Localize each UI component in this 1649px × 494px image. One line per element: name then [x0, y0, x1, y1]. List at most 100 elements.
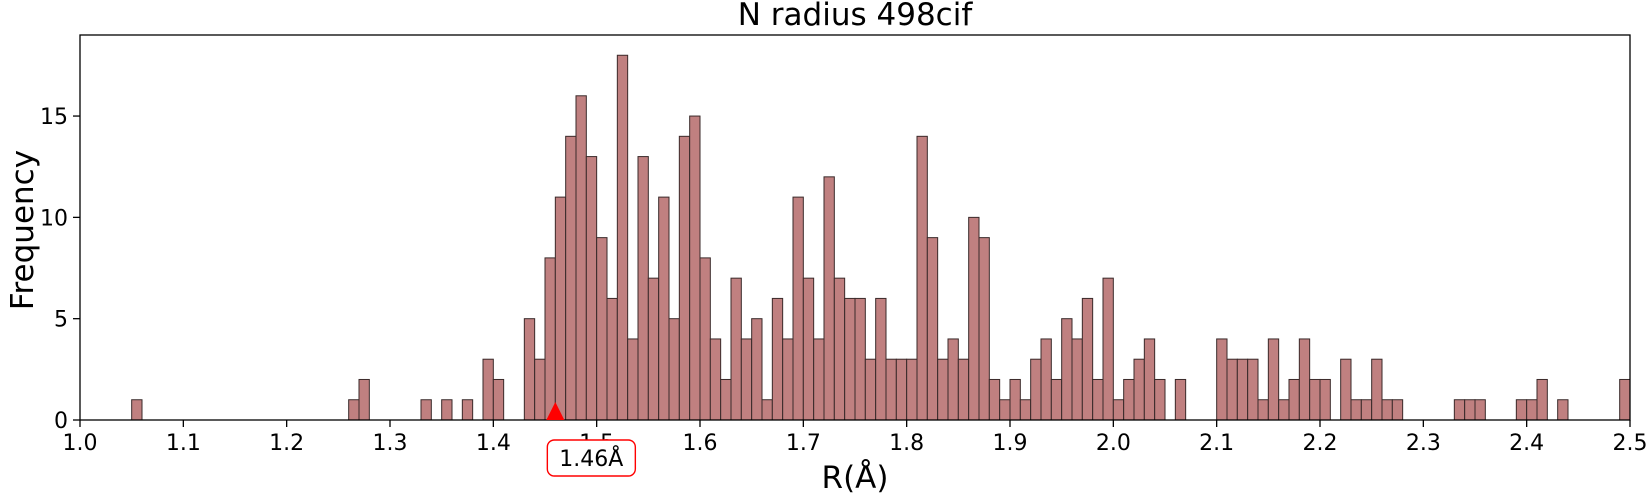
x-tick-label: 1.6	[683, 431, 718, 456]
histogram-bar	[461, 399, 474, 421]
histogram-bar	[709, 338, 722, 421]
y-tick-label: 10	[40, 206, 68, 231]
y-axis-ticks: 0 5 10 15	[40, 105, 80, 434]
histogram-bar	[482, 358, 494, 421]
histogram-bar	[1288, 378, 1300, 421]
x-tick-label: 1.1	[166, 431, 201, 456]
histogram-bar	[1515, 399, 1528, 421]
x-tick-label: 2.0	[1096, 431, 1131, 456]
histogram-bar	[720, 378, 732, 421]
x-tick-label: 1.3	[373, 431, 408, 456]
y-axis-label: Frequency	[5, 150, 41, 310]
histogram-bar	[441, 399, 453, 421]
histogram-bar	[844, 297, 856, 421]
histogram-bar	[792, 196, 804, 421]
histogram-bar	[637, 156, 649, 421]
histogram-bar	[978, 237, 990, 421]
chart-title: N radius 498cif	[738, 0, 974, 33]
histogram-bar	[957, 358, 970, 421]
histogram-bar	[1081, 297, 1094, 421]
histogram-bar	[1174, 378, 1187, 421]
histogram-bar	[771, 297, 784, 421]
histogram-bar	[1216, 338, 1228, 421]
histogram-bar	[1061, 318, 1073, 421]
annotation: 1.46Å	[546, 402, 637, 477]
histogram-bar	[823, 176, 835, 421]
histogram-bar	[1319, 378, 1331, 421]
y-tick-label: 5	[54, 308, 68, 333]
x-axis-ticks: 1.01.11.21.31.41.51.61.71.81.92.02.12.22…	[63, 420, 1648, 456]
histogram-bar	[647, 277, 660, 421]
bars-group	[131, 54, 1631, 421]
histogram-bar	[1092, 378, 1104, 421]
histogram-bar	[627, 338, 639, 421]
histogram-bar	[699, 257, 711, 421]
histogram-bar	[1619, 378, 1631, 421]
histogram-bar	[926, 237, 939, 421]
histogram-bar	[1360, 399, 1373, 421]
histogram-bar	[1526, 399, 1538, 421]
histogram-bar	[1123, 378, 1135, 421]
x-tick-label: 2.4	[1509, 431, 1544, 456]
histogram-bar	[1226, 358, 1238, 421]
plot-frame	[79, 34, 1631, 421]
x-tick-label: 1.4	[476, 431, 511, 456]
histogram-bar	[689, 115, 701, 421]
histogram-bar	[1309, 378, 1321, 421]
histogram-bar	[575, 95, 587, 421]
histogram-bar	[1350, 399, 1362, 421]
x-tick-label: 1.2	[269, 431, 304, 456]
histogram-bar	[616, 54, 629, 421]
histogram-bar	[740, 338, 753, 421]
x-tick-label: 1.7	[786, 431, 821, 456]
histogram-bar	[658, 196, 670, 421]
histogram-bar	[565, 135, 577, 421]
histogram-bar	[1536, 378, 1548, 421]
histogram-bar	[761, 399, 773, 421]
x-tick-label: 2.2	[1303, 431, 1338, 456]
histogram-bar	[1050, 378, 1063, 421]
y-tick-label: 0	[54, 409, 68, 434]
histogram-bar	[730, 277, 742, 421]
histogram-bar	[678, 135, 691, 421]
histogram-bar	[131, 399, 143, 421]
x-tick-label: 2.1	[1199, 431, 1234, 456]
histogram-bar	[999, 399, 1011, 421]
histogram-bar	[1040, 338, 1052, 421]
histogram-bar	[1030, 358, 1042, 421]
histogram-bar	[554, 196, 567, 421]
x-tick-label: 1.8	[889, 431, 924, 456]
histogram-bar	[968, 216, 980, 421]
histogram-bar	[348, 399, 360, 421]
histogram-bar	[875, 297, 887, 421]
histogram-bar	[854, 297, 866, 421]
histogram-bar	[358, 378, 370, 421]
x-tick-label: 1.9	[993, 431, 1028, 456]
histogram-bar	[1391, 399, 1404, 421]
annotation-marker	[546, 402, 565, 420]
histogram-bar	[1154, 378, 1166, 421]
histogram-bar	[885, 358, 897, 421]
histogram-bar	[1453, 399, 1466, 421]
annotation-label: 1.46Å	[559, 445, 623, 472]
histogram-bar	[1112, 399, 1125, 421]
x-tick-label: 2.5	[1613, 431, 1648, 456]
histogram-bar	[1133, 358, 1145, 421]
histogram-bar	[813, 338, 825, 421]
y-tick-label: 15	[40, 105, 68, 130]
histogram-bar	[606, 297, 618, 421]
histogram-bar	[492, 378, 505, 421]
annotation-box	[546, 439, 637, 477]
histogram-bar	[988, 378, 1001, 421]
histogram-bar	[895, 358, 908, 421]
histogram-bar	[1474, 399, 1486, 421]
histogram-bar	[1009, 378, 1021, 421]
histogram-bar	[585, 156, 598, 421]
histogram-bar	[833, 277, 846, 421]
histogram-bar	[1019, 399, 1032, 421]
histogram-bar	[937, 358, 949, 421]
histogram-bar	[544, 257, 556, 421]
histogram-bar	[523, 318, 536, 421]
x-tick-label: 1.0	[63, 431, 98, 456]
